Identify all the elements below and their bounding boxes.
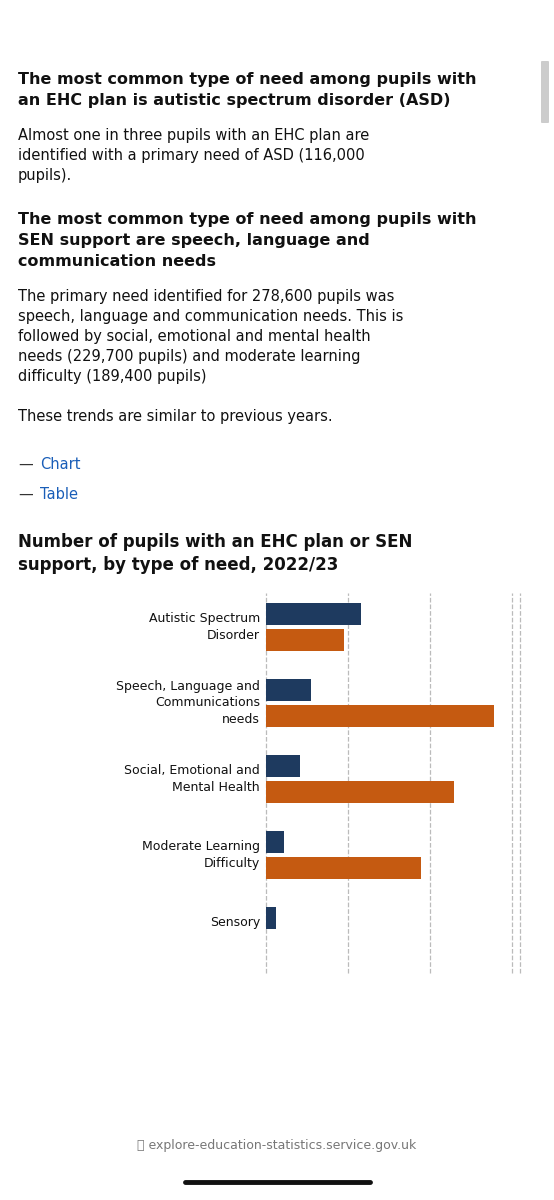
Text: identified with a primary need of ASD (116,000: identified with a primary need of ASD (1…: [18, 148, 365, 163]
Text: pupils).: pupils).: [18, 168, 72, 182]
Text: The most common type of need among pupils with: The most common type of need among pupil…: [18, 72, 476, 86]
Text: speech, language and communication needs. This is: speech, language and communication needs…: [18, 308, 403, 324]
FancyBboxPatch shape: [541, 61, 549, 122]
Text: The most common type of need among pupils with: The most common type of need among pupil…: [18, 212, 476, 227]
Text: followed by social, emotional and mental health: followed by social, emotional and mental…: [18, 329, 371, 344]
Text: Speech, Language and
Communications
needs: Speech, Language and Communications need…: [116, 680, 260, 726]
Text: ▌▌▌  ◉  ▮: ▌▌▌ ◉ ▮: [465, 18, 534, 32]
Text: Social, Emotional and
Mental Health: Social, Emotional and Mental Health: [124, 764, 260, 793]
Text: communication needs: communication needs: [18, 254, 216, 269]
Text: Number of pupils with an EHC plan or SEN: Number of pupils with an EHC plan or SEN: [18, 533, 412, 551]
Text: SEN support are speech, language and: SEN support are speech, language and: [18, 233, 370, 248]
FancyBboxPatch shape: [266, 679, 311, 701]
Text: Table: Table: [40, 487, 78, 502]
FancyBboxPatch shape: [266, 781, 454, 803]
Text: difficulty (189,400 pupils): difficulty (189,400 pupils): [18, 370, 207, 384]
Text: —: —: [18, 457, 33, 472]
Text: Moderate Learning
Difficulty: Moderate Learning Difficulty: [142, 840, 260, 870]
Text: support, by type of need, 2022/23: support, by type of need, 2022/23: [18, 556, 338, 574]
Text: Sensory: Sensory: [210, 917, 260, 946]
FancyBboxPatch shape: [266, 602, 361, 625]
Text: 🔒 explore-education-statistics.service.gov.uk: 🔒 explore-education-statistics.service.g…: [137, 1139, 417, 1152]
Text: needs (229,700 pupils) and moderate learning: needs (229,700 pupils) and moderate lear…: [18, 349, 361, 364]
Text: These trends are similar to previous years.: These trends are similar to previous yea…: [18, 409, 332, 424]
Text: Chart: Chart: [40, 457, 80, 472]
FancyBboxPatch shape: [266, 755, 300, 778]
Text: Autistic Spectrum
Disorder: Autistic Spectrum Disorder: [149, 612, 260, 642]
Text: —: —: [18, 487, 33, 502]
Text: Almost one in three pupils with an EHC plan are: Almost one in three pupils with an EHC p…: [18, 128, 370, 143]
FancyBboxPatch shape: [266, 704, 494, 727]
FancyBboxPatch shape: [266, 857, 421, 878]
Text: The primary need identified for 278,600 pupils was: The primary need identified for 278,600 …: [18, 289, 394, 304]
FancyBboxPatch shape: [266, 830, 284, 853]
Text: 22:47: 22:47: [20, 16, 77, 34]
FancyBboxPatch shape: [266, 629, 344, 650]
FancyBboxPatch shape: [266, 907, 276, 929]
Text: an EHC plan is autistic spectrum disorder (ASD): an EHC plan is autistic spectrum disorde…: [18, 92, 450, 108]
